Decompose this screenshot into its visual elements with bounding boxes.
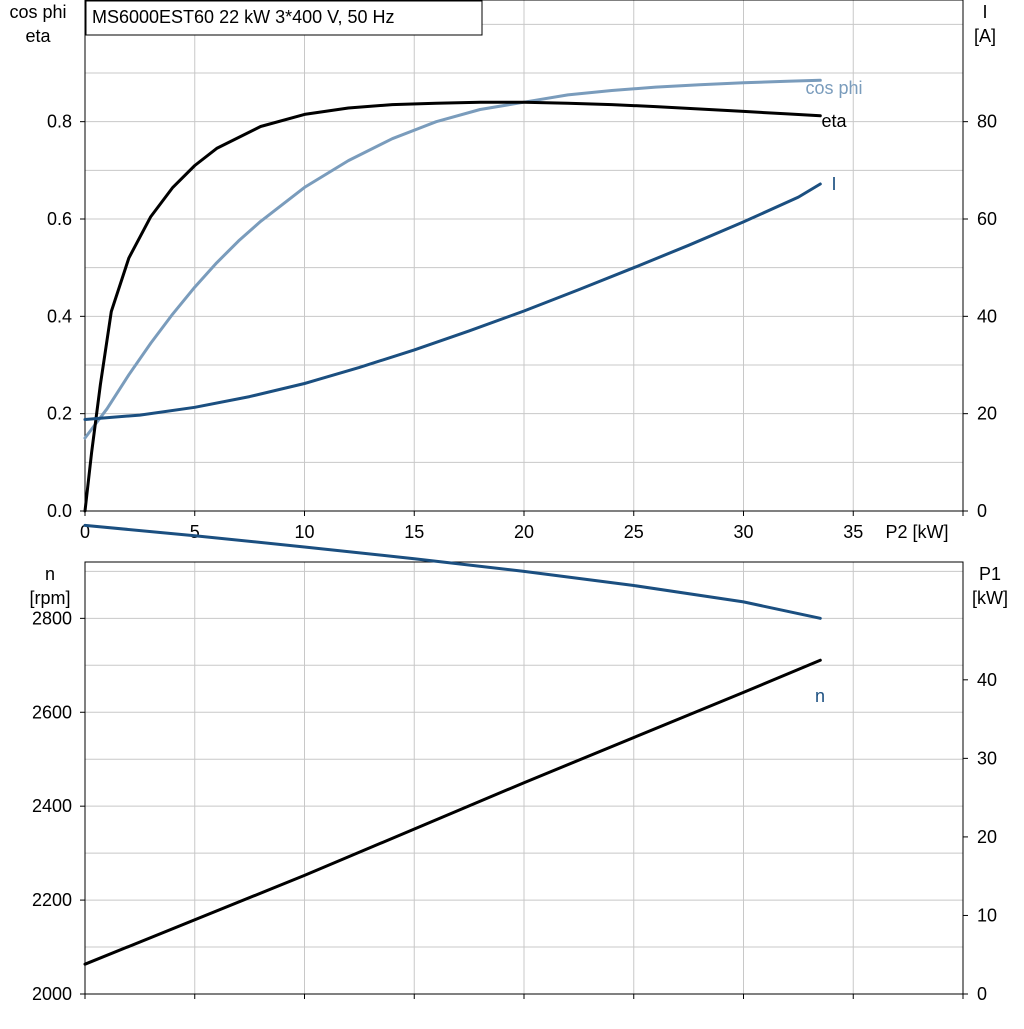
speed-curve-label: n <box>815 686 825 706</box>
eta-curve <box>83 100 822 513</box>
bottom-right-axis-label-p1: P1 <box>979 564 1001 584</box>
top-left-axis-label-cosphi: cos phi <box>9 2 66 22</box>
top-left-axis-label-eta: eta <box>25 26 51 46</box>
right-y-tick-label: 20 <box>977 404 997 424</box>
title-box <box>85 0 483 36</box>
right-y-tick-label: 30 <box>977 748 997 768</box>
left-y-tick-label: 0.0 <box>47 501 72 521</box>
right-y-tick-label: 10 <box>977 905 997 925</box>
current-curve-label: I <box>831 174 836 194</box>
left-y-tick-label: 2600 <box>32 702 72 722</box>
bottom-panel-curves <box>83 523 822 966</box>
right-y-tick-label: 0 <box>977 501 987 521</box>
left-y-tick-label: 0.4 <box>47 306 72 326</box>
bottom-left-axis-label-unit: [rpm] <box>29 588 70 608</box>
x-tick-label: 20 <box>514 522 534 542</box>
left-y-tick-label: 0.2 <box>47 404 72 424</box>
bottom-panel-grid <box>84 562 964 995</box>
x-tick-label: 0 <box>80 522 90 542</box>
top-panel-axes: 0 5 10 15 20 25 30 35 0.0 0.2 0.4 0.6 0.8 0 20 40 60 80 <box>47 112 997 542</box>
x-tick-label: 30 <box>733 522 753 542</box>
x-axis-label: P2 [kW] <box>885 522 948 542</box>
x-tick-label: 25 <box>624 522 644 542</box>
x-tick-label: 10 <box>294 522 314 542</box>
top-panel-grid <box>84 0 964 512</box>
chart-title: MS6000EST60 22 kW 3*400 V, 50 Hz <box>92 7 395 27</box>
left-y-tick-label: 2800 <box>32 608 72 628</box>
top-panel-curves <box>83 78 822 513</box>
p1-curve <box>83 658 822 966</box>
left-y-tick-label: 2200 <box>32 890 72 910</box>
right-y-tick-label: 40 <box>977 670 997 690</box>
bottom-right-axis-label-unit: [kW] <box>972 588 1008 608</box>
right-y-tick-label: 80 <box>977 112 997 132</box>
left-y-tick-label: 2000 <box>32 984 72 1004</box>
x-tick-label: 5 <box>190 522 200 542</box>
top-right-axis-label-current: I <box>982 2 987 22</box>
n-curve <box>83 523 822 620</box>
left-y-tick-label: 0.6 <box>47 209 72 229</box>
top-right-axis-label-unit: [A] <box>974 26 996 46</box>
x-tick-label: 15 <box>404 522 424 542</box>
bottom-panel-axes: 2000 2200 2400 2600 2800 0 10 20 30 40 <box>32 608 997 1004</box>
left-y-tick-label: 0.8 <box>47 112 72 132</box>
right-y-tick-label: 40 <box>977 306 997 326</box>
cos-phi-curve-label: cos phi <box>805 78 862 98</box>
bottom-left-axis-label-n: n <box>45 564 55 584</box>
eta-curve-label: eta <box>821 111 847 131</box>
right-y-tick-label: 60 <box>977 209 997 229</box>
cos-phi-curve <box>83 78 822 440</box>
i-curve <box>83 182 822 421</box>
right-y-tick-label: 0 <box>977 984 987 1004</box>
x-tick-label: 35 <box>843 522 863 542</box>
right-y-tick-label: 20 <box>977 827 997 847</box>
left-y-tick-label: 2400 <box>32 796 72 816</box>
